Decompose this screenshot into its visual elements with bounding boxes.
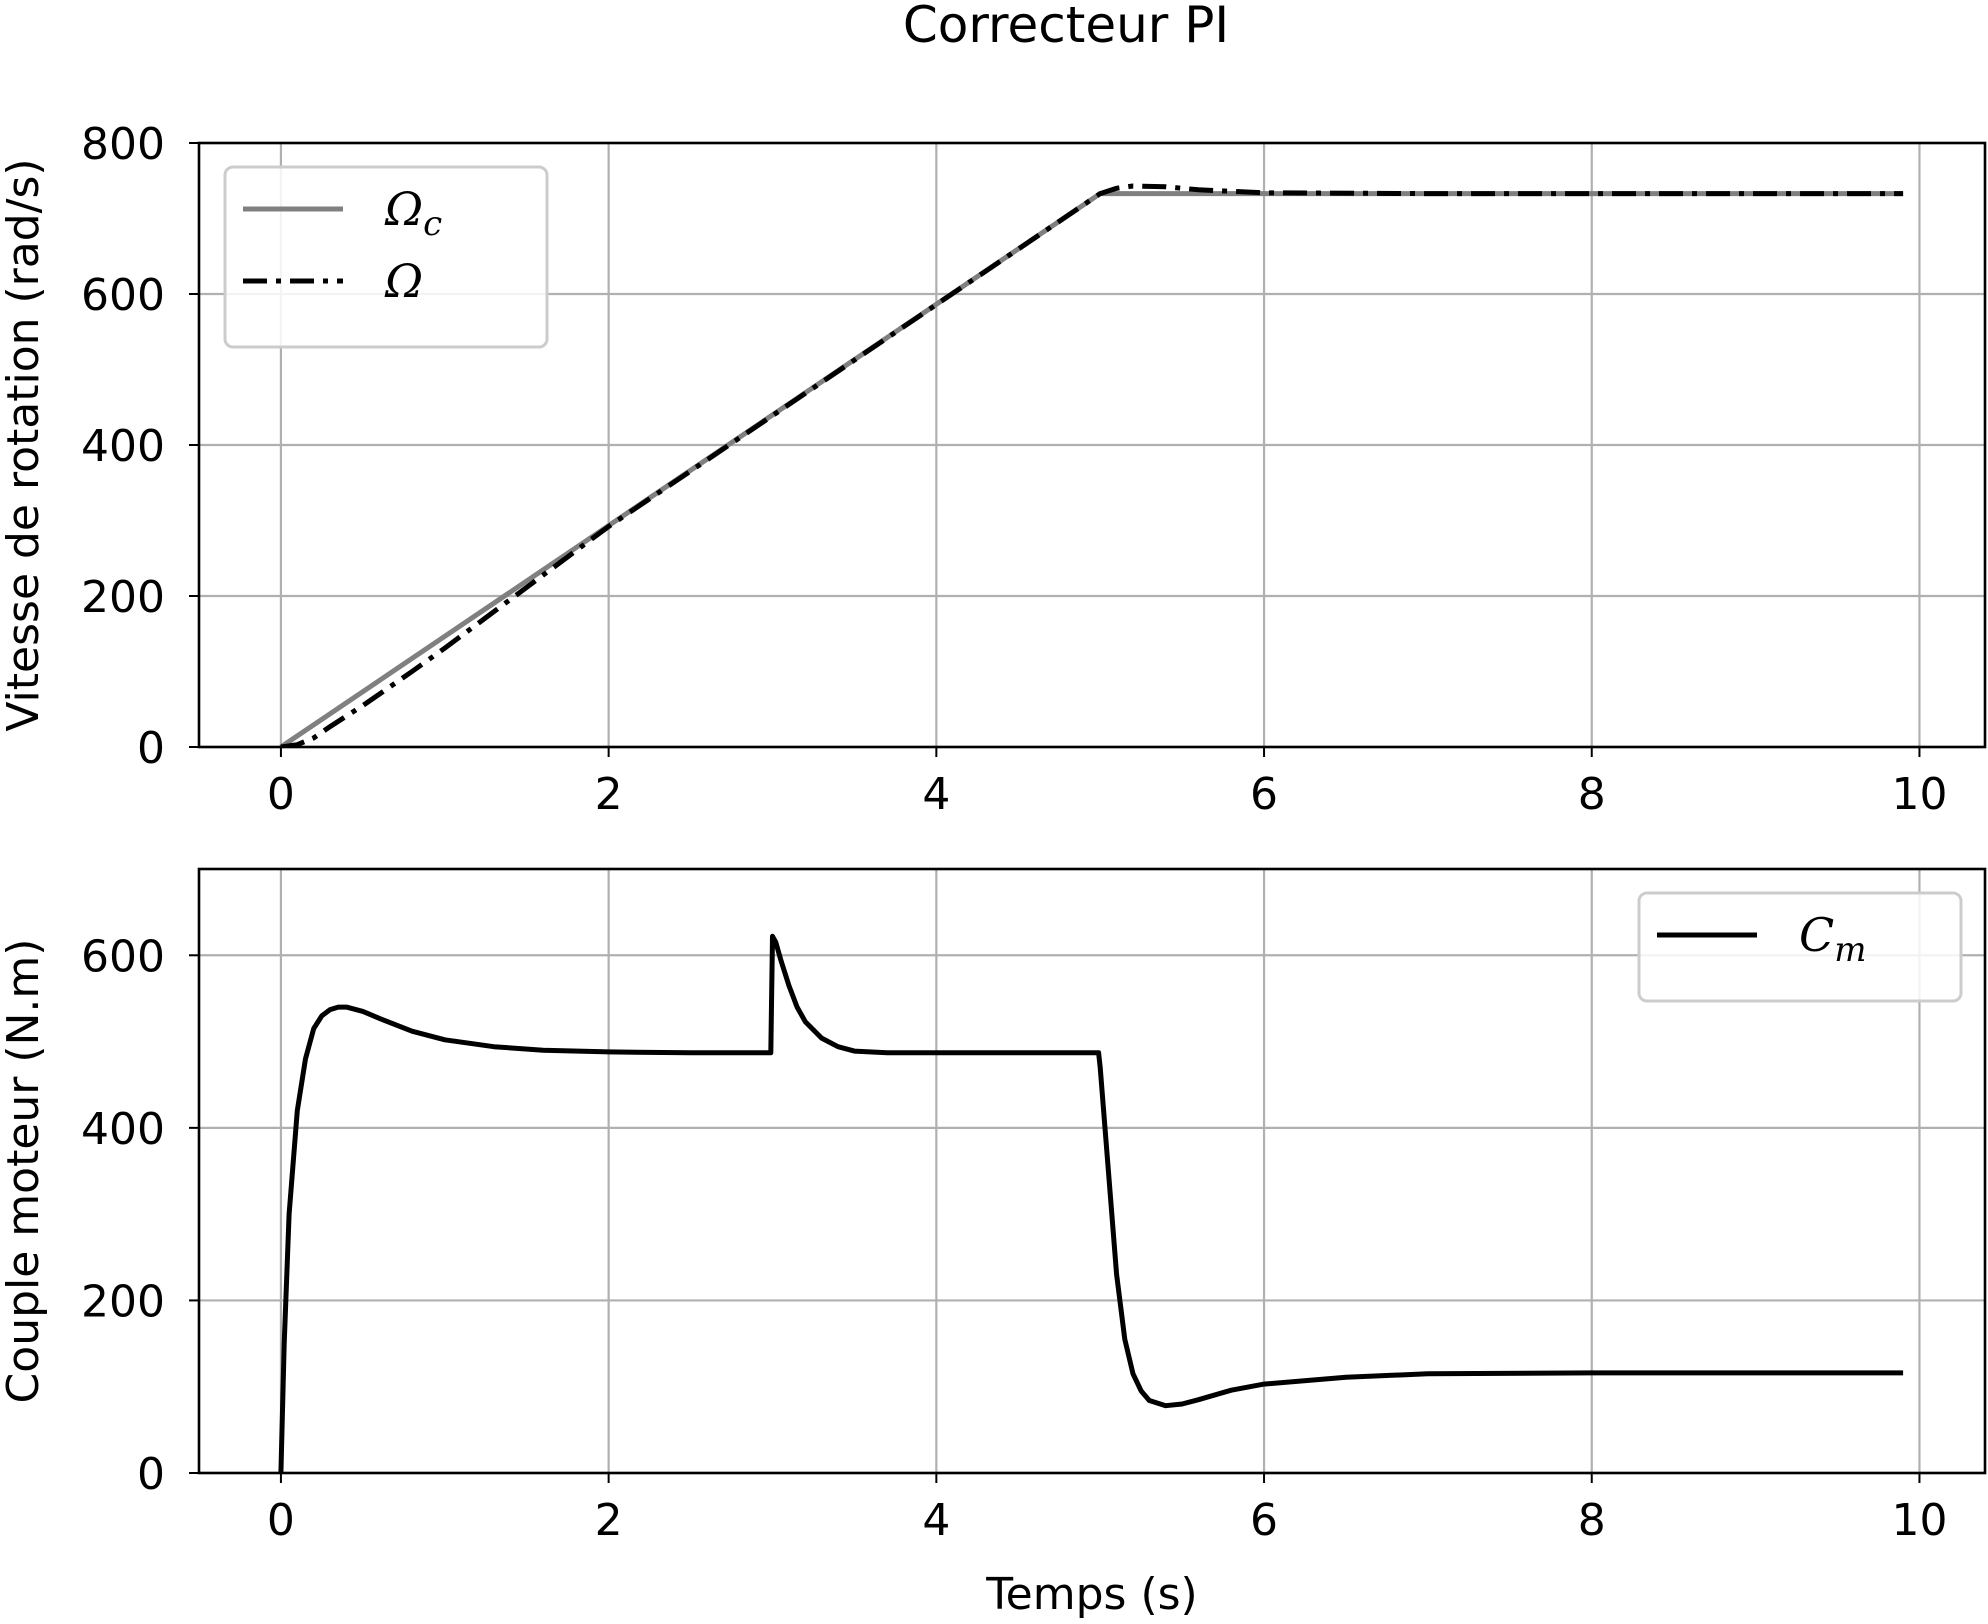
x-tick-label: 4 bbox=[922, 769, 950, 820]
x-tick-label: 2 bbox=[595, 769, 623, 820]
x-tick-label: 8 bbox=[1578, 1495, 1606, 1546]
x-tick-label: 10 bbox=[1891, 1495, 1947, 1546]
y-tick-label: 400 bbox=[81, 1104, 165, 1155]
x-tick-label: 10 bbox=[1891, 769, 1947, 820]
y-axis-label: Vitesse de rotation (rad/s) bbox=[0, 158, 49, 731]
legend-label-subscript: c bbox=[423, 204, 442, 244]
legend-label-main: Ω bbox=[384, 254, 423, 308]
y-tick-label: 600 bbox=[81, 931, 165, 982]
y-tick-label: 200 bbox=[81, 1276, 165, 1327]
legend-label: Ω bbox=[384, 254, 423, 308]
legend: ΩcΩ bbox=[223, 165, 549, 349]
legend-label-subscript: m bbox=[1834, 930, 1866, 970]
y-tick-label: 0 bbox=[137, 1449, 165, 1500]
y-tick-label: 0 bbox=[137, 723, 165, 774]
legend: Cm bbox=[1637, 891, 1963, 1003]
legend-label-main: C bbox=[1799, 908, 1834, 962]
y-tick-label: 600 bbox=[81, 270, 165, 321]
legend-label: Cm bbox=[1799, 908, 1866, 970]
x-tick-label: 0 bbox=[267, 1495, 295, 1546]
y-tick-label: 800 bbox=[81, 119, 165, 170]
torque-subplot: 0 2 4 6 8 10 0 200 400 600 Couple moteur (N.m) Temp… bbox=[0, 867, 1987, 1620]
x-tick-label: 0 bbox=[267, 769, 295, 820]
legend-label: Ωc bbox=[384, 182, 442, 244]
series-line-omega bbox=[280, 183, 1904, 747]
y-axis-label: Couple moteur (N.m) bbox=[0, 939, 49, 1404]
x-tick-label: 8 bbox=[1578, 769, 1606, 820]
x-tick-label: 6 bbox=[1250, 1495, 1278, 1546]
x-tick-label: 4 bbox=[922, 1495, 950, 1546]
legend-frame bbox=[223, 165, 549, 349]
chart-title: Correcteur PI bbox=[903, 0, 1229, 54]
x-tick-label: 2 bbox=[595, 1495, 623, 1546]
y-tick-label: 200 bbox=[81, 572, 165, 623]
speed-subplot: 0 2 4 6 8 10 0 200 400 600 800 Vitesse de rotation … bbox=[0, 119, 1987, 820]
x-axis-label: Temps (s) bbox=[985, 1569, 1197, 1620]
legend-label-main: Ω bbox=[384, 182, 423, 236]
y-tick-label: 400 bbox=[81, 421, 165, 472]
x-tick-label: 6 bbox=[1250, 769, 1278, 820]
series-line-cm bbox=[278, 933, 1904, 1473]
legend-frame bbox=[1637, 891, 1963, 1003]
axes-frame bbox=[197, 867, 1987, 1475]
